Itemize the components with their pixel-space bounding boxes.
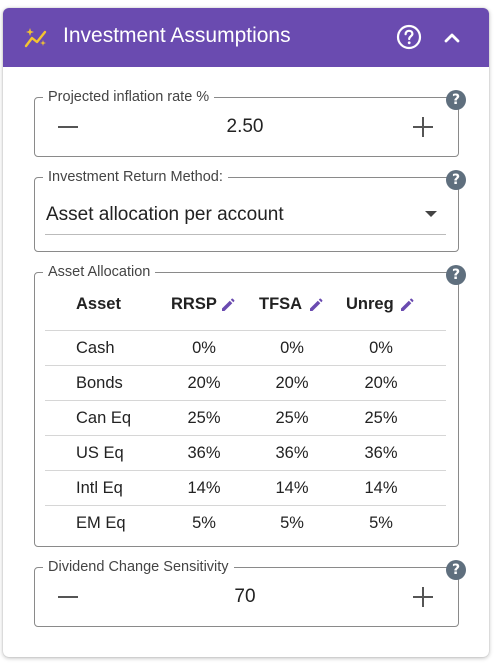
dividend-help-icon[interactable]: ?: [446, 560, 466, 580]
inflation-decrement-button[interactable]: [55, 114, 81, 140]
unreg-value: 36%: [364, 444, 398, 462]
asset-name: US Eq: [76, 444, 124, 462]
column-header-rrsp: RRSP: [171, 295, 217, 313]
table-divider: [45, 435, 446, 436]
edit-rrsp-icon[interactable]: [220, 298, 235, 313]
tfsa-value: 25%: [275, 409, 309, 427]
column-header-tfsa: TFSA: [259, 295, 303, 313]
rrsp-value: 0%: [192, 339, 216, 357]
return-method-label: Investment Return Method:: [48, 169, 223, 185]
unreg-value: 5%: [369, 514, 393, 532]
table-divider: [45, 365, 446, 366]
asset-allocation-help-icon[interactable]: ?: [446, 265, 466, 285]
table-divider: [45, 330, 446, 331]
asset-allocation-field: Asset Allocation: [34, 265, 459, 547]
rrsp-value: 36%: [187, 444, 221, 462]
tfsa-value: 20%: [275, 374, 309, 392]
inflation-rate-input[interactable]: 2.50: [226, 116, 264, 137]
asset-name: EM Eq: [76, 514, 126, 532]
rrsp-value: 25%: [187, 409, 221, 427]
return-method-field: Investment Return Method:: [34, 170, 459, 252]
dividend-decrement-button[interactable]: [55, 584, 81, 610]
dividend-increment-button[interactable]: [410, 584, 436, 610]
column-header-unreg: Unreg: [346, 295, 394, 313]
inflation-rate-field: Projected inflation rate %: [34, 90, 459, 157]
asset-name: Can Eq: [76, 409, 132, 427]
table-divider: [45, 470, 446, 471]
return-method-select[interactable]: Asset allocation per account: [46, 204, 284, 225]
table-divider: [45, 400, 446, 401]
asset-name: Bonds: [76, 374, 123, 392]
panel-title: Investment Assumptions: [63, 24, 291, 47]
edit-tfsa-icon[interactable]: [308, 298, 323, 313]
select-underline: [45, 234, 446, 235]
dividend-sensitivity-input[interactable]: 70: [234, 586, 256, 607]
unreg-value: 14%: [364, 479, 398, 497]
tfsa-value: 5%: [280, 514, 304, 532]
unreg-value: 20%: [364, 374, 398, 392]
rrsp-value: 5%: [192, 514, 216, 532]
asset-allocation-label: Asset Allocation: [48, 264, 151, 280]
investment-assumptions-panel: Investment Assumptions: [3, 8, 489, 657]
panel-header[interactable]: Investment Assumptions: [3, 8, 489, 67]
unreg-value: 0%: [369, 339, 393, 357]
inflation-rate-label: Projected inflation rate %: [48, 89, 210, 105]
inflation-help-icon[interactable]: ?: [446, 90, 466, 110]
dropdown-arrow-icon[interactable]: [424, 209, 438, 219]
return-method-help-icon[interactable]: ?: [446, 170, 466, 190]
tfsa-value: 0%: [280, 339, 304, 357]
column-header-asset: Asset: [76, 295, 121, 313]
table-divider: [45, 505, 446, 506]
asset-name: Intl Eq: [76, 479, 123, 497]
dividend-sensitivity-field: Dividend Change Sensitivity: [34, 560, 459, 627]
edit-unreg-icon[interactable]: [399, 298, 414, 313]
chevron-up-icon[interactable]: [440, 26, 464, 50]
help-circle-icon[interactable]: [396, 24, 422, 50]
dividend-sensitivity-label: Dividend Change Sensitivity: [48, 559, 229, 575]
tfsa-value: 36%: [275, 444, 309, 462]
tfsa-value: 14%: [275, 479, 309, 497]
sparkle-chart-icon: [24, 28, 47, 48]
rrsp-value: 14%: [187, 479, 221, 497]
rrsp-value: 20%: [187, 374, 221, 392]
asset-name: Cash: [76, 339, 115, 357]
inflation-increment-button[interactable]: [410, 114, 436, 140]
unreg-value: 25%: [364, 409, 398, 427]
